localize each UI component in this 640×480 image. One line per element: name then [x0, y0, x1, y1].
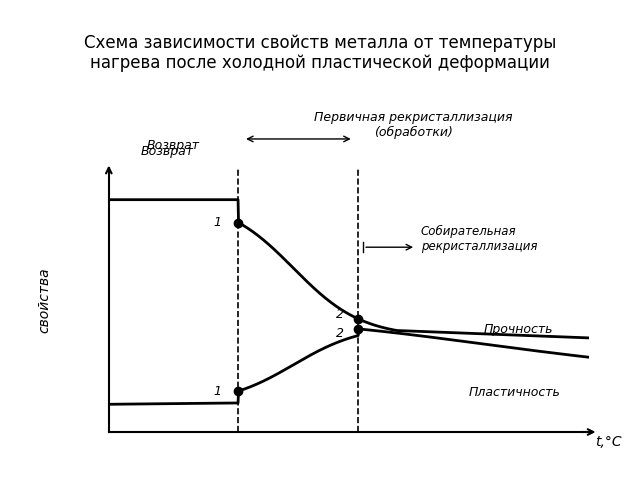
Text: Собирательная
рекристаллизация: Собирательная рекристаллизация	[421, 225, 538, 253]
Text: Возврат: Возврат	[141, 145, 194, 158]
Text: Первичная рекристаллизация
(обработки): Первичная рекристаллизация (обработки)	[314, 111, 513, 139]
Text: 1: 1	[214, 384, 221, 397]
Text: Схема зависимости свойств металла от температуры
нагрева после холодной пластиче: Схема зависимости свойств металла от тем…	[84, 34, 556, 72]
Text: Возврат: Возврат	[147, 139, 200, 152]
Text: t,°С: t,°С	[595, 434, 621, 449]
Text: 1: 1	[214, 216, 221, 229]
Text: 2: 2	[336, 308, 344, 321]
Text: Прочность: Прочность	[483, 323, 553, 336]
Text: свойства: свойства	[38, 267, 52, 333]
Text: Пластичность: Пластичность	[469, 386, 561, 399]
Text: 2: 2	[336, 327, 344, 340]
